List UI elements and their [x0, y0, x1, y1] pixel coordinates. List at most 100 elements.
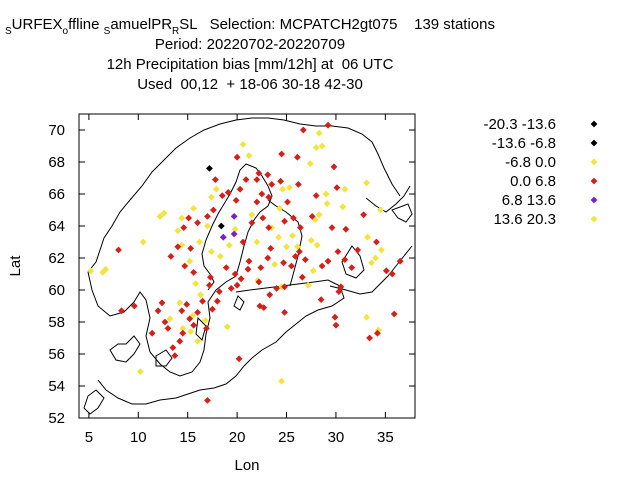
- x-tick-label: 30: [328, 429, 345, 446]
- station-point: [199, 297, 206, 305]
- station-point: [341, 185, 349, 193]
- station-point: [333, 184, 341, 191]
- station-point: [334, 248, 342, 255]
- station-point: [186, 257, 194, 265]
- station-point: [87, 267, 95, 275]
- y-axis-label: Lat: [7, 255, 24, 277]
- station-point: [245, 257, 253, 265]
- station-point: [294, 181, 302, 188]
- station-point: [275, 233, 283, 241]
- station-point: [332, 321, 340, 329]
- station-point: [148, 329, 156, 337]
- station-point: [264, 171, 272, 179]
- station-point: [178, 214, 186, 222]
- y-tick-label: 52: [48, 410, 65, 427]
- station-point: [174, 243, 182, 251]
- title-part: URFEX: [11, 16, 63, 33]
- station-point: [187, 328, 195, 335]
- station-point: [253, 176, 261, 183]
- station-point: [258, 190, 266, 198]
- legend-label: 13.6 20.3: [493, 211, 556, 228]
- station-point: [281, 217, 288, 225]
- station-point: [180, 224, 188, 231]
- title-part: amuelPR: [110, 16, 173, 33]
- legend-marker: [590, 177, 598, 185]
- station-point: [278, 150, 285, 158]
- station-point: [187, 245, 195, 252]
- station-point: [368, 259, 375, 267]
- station-point: [169, 344, 177, 351]
- station-point: [225, 241, 233, 249]
- y-tick-label: 56: [48, 346, 65, 363]
- station-point: [248, 219, 256, 227]
- plot-border: [78, 113, 416, 419]
- station-point: [301, 256, 309, 263]
- station-point: [311, 216, 319, 223]
- station-point: [366, 334, 373, 342]
- station-point: [115, 246, 122, 254]
- station-point: [296, 224, 304, 231]
- legend-label: -6.8 0.0: [505, 154, 556, 171]
- scatter-points: [87, 121, 404, 404]
- station-point: [217, 222, 225, 230]
- station-point: [233, 281, 241, 289]
- station-point: [219, 233, 227, 241]
- station-point: [279, 185, 286, 193]
- station-point: [337, 283, 345, 291]
- station-point: [273, 285, 281, 292]
- station-point: [190, 269, 198, 276]
- station-point: [331, 313, 339, 321]
- legend-marker: [590, 215, 598, 223]
- station-point: [281, 309, 288, 316]
- station-point: [210, 206, 217, 214]
- x-tick-label: 15: [179, 429, 196, 446]
- plot-frame: 5 10 15 20 25 30 35 52 54 56 58 60 62 64 66 68 70 Lon Lat: [7, 113, 416, 474]
- title-part: S: [103, 26, 111, 37]
- station-point: [364, 233, 371, 241]
- x-tick-label: 20: [229, 429, 246, 446]
- x-axis-label: Lon: [234, 457, 259, 474]
- station-point: [360, 211, 368, 219]
- station-point: [312, 192, 320, 199]
- station-point: [330, 163, 338, 171]
- station-point: [255, 278, 263, 286]
- station-point: [156, 213, 164, 220]
- station-point: [160, 209, 168, 217]
- station-point: [324, 257, 332, 265]
- chart-title-line-4: Used 00,12 + 18-06 30-18 42-30: [137, 76, 363, 93]
- station-point: [236, 185, 244, 193]
- chart-title-line-3: 12h Precipitation bias [mm/12h] at 06 UT…: [106, 56, 394, 73]
- y-tick-label: 58: [48, 314, 65, 331]
- legend-label: -13.6 -6.8: [492, 135, 556, 152]
- legend-label: 0.0 6.8: [510, 173, 556, 190]
- station-point: [308, 213, 316, 220]
- station-point: [268, 181, 276, 188]
- title-part: o: [62, 26, 69, 37]
- station-point: [292, 253, 299, 260]
- legend-label: -20.3 -13.6: [483, 116, 556, 133]
- station-point: [388, 270, 396, 278]
- station-point: [194, 309, 201, 316]
- x-tick-label: 5: [85, 429, 93, 446]
- station-point: [324, 121, 332, 129]
- station-point: [186, 315, 194, 323]
- station-point: [363, 313, 370, 321]
- station-point: [161, 318, 169, 326]
- station-point: [312, 144, 320, 151]
- station-point: [265, 193, 273, 201]
- station-point: [267, 245, 275, 252]
- station-point: [317, 296, 325, 303]
- station-point: [318, 262, 326, 270]
- station-point: [255, 169, 263, 177]
- station-point: [299, 126, 307, 134]
- station-point: [396, 257, 404, 265]
- station-point: [257, 264, 265, 271]
- station-point: [304, 281, 312, 289]
- station-point: [237, 275, 245, 283]
- station-point: [306, 160, 314, 167]
- station-point: [323, 200, 331, 207]
- title-part: R: [172, 26, 180, 37]
- station-point: [382, 267, 390, 275]
- station-point: [158, 299, 166, 307]
- station-point: [378, 246, 385, 254]
